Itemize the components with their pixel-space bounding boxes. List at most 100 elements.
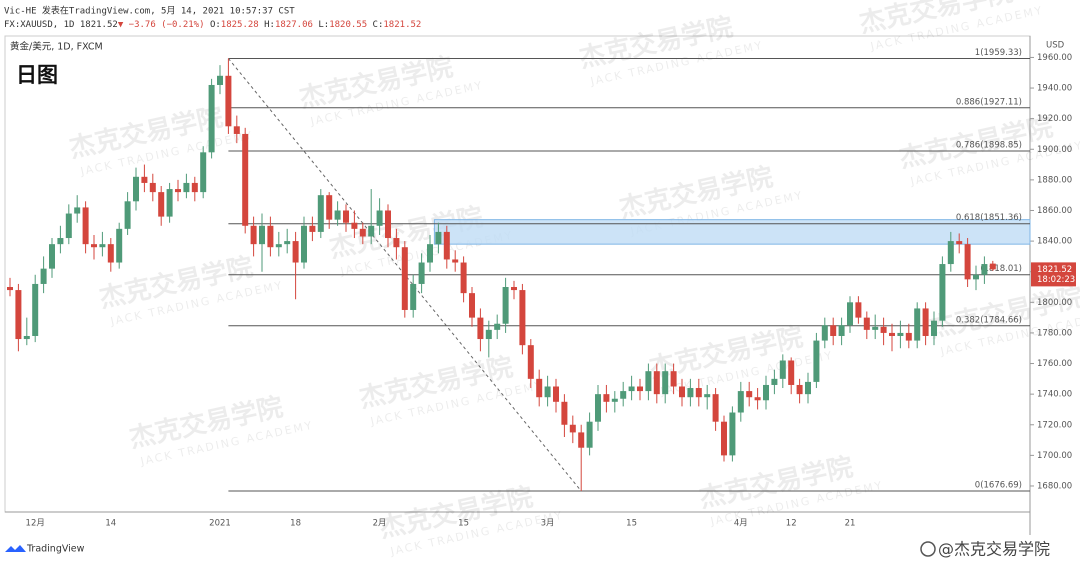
x-tick-label: 4月 [734,519,748,529]
fib-label: 0.786(1898.85) [956,141,1022,151]
candle-body [191,182,198,193]
y-tick-label: 1880.00 [1037,175,1072,185]
candle-body [57,238,64,245]
candle-body [418,262,425,284]
y-tick-label: 1860.00 [1037,206,1072,216]
candle-body [922,308,929,336]
candle-body [275,244,282,248]
candle-body [981,264,988,275]
candle-body [536,378,543,398]
candle-body [74,207,81,214]
candle-body [359,228,366,237]
candle-body [989,263,996,270]
candle-body [628,386,635,392]
byline: Vic-HE 发表在TradingView.com, 5月 14, 2021 1… [4,5,295,17]
candle-body [687,388,694,398]
ohlc-value: 1827.06 [275,20,313,30]
candle-body [477,317,484,340]
ohlc-label: L: [318,20,329,30]
fib-label: 0.886(1927.11) [956,97,1022,107]
chart-title: 日图 [16,63,58,87]
y-tick-label: 1680.00 [1037,481,1072,491]
candle-body [763,384,769,401]
candle-body [805,381,811,395]
change: −3.76 (−0.21%) [129,20,205,30]
legend-line: FX:XAUUSD, 1D 1821.52▼ −3.76 (−0.21%) O:… [4,20,421,30]
x-tick-label: 14 [105,519,116,529]
candle-body [956,241,963,245]
candle-body [317,195,324,232]
candle-body [905,332,912,341]
candle-body [40,268,47,284]
ohlc-label: O: [210,20,221,30]
candle-body [225,75,232,127]
fib-label: 0(1676.69) [975,481,1022,491]
x-tick-label: 15 [458,519,469,529]
x-tick-label: 15 [626,519,637,529]
candle-body [889,332,895,336]
candle-body [200,152,207,193]
candle-body [519,290,526,346]
candle-body [947,241,954,265]
candle-body [485,329,492,340]
fib-label: 0.618(1851.36) [956,213,1022,223]
candle-body [326,195,333,220]
candle-body [813,340,820,382]
ohlc-value: 1821.52 [383,20,421,30]
candle-body [695,388,702,398]
candle-body [729,412,736,456]
candle-body [183,182,190,193]
y-tick-label: 1900.00 [1037,145,1072,155]
candle-body [863,317,870,330]
ohlc-value: 1820.55 [329,20,367,30]
candle-body [746,391,753,398]
candle-body [82,207,89,245]
y-tick-label: 1740.00 [1037,390,1072,400]
ohlc-label: H: [264,20,275,30]
candle-body [410,283,417,310]
candle-body [847,302,853,326]
candle-body [91,244,97,248]
candle-body [637,386,643,392]
candle-body [788,360,795,385]
x-tick-label: 12月 [26,519,45,529]
candle-body [233,126,240,134]
candle-body [712,394,719,422]
candle-body [393,238,400,248]
candle-body [620,391,627,399]
candle-body [779,360,786,379]
candle-body [368,225,375,237]
candle-body [603,394,610,402]
candle-body [49,244,55,269]
candle-body [259,225,265,245]
credit-icon [920,541,936,557]
candle-body [796,384,803,395]
price-tag-countdown: 18:02:23 [1037,275,1075,285]
candle-body [721,421,727,456]
candle-body [242,133,249,226]
candle-body [107,244,114,263]
ohlc-label: C: [373,20,384,30]
candle-body [527,345,534,379]
candle-body [653,371,660,395]
candle-body [284,241,291,245]
candle-body [830,325,837,336]
credit: @杰克交易学院 [938,540,1050,559]
x-tick-label: 2月 [373,519,387,529]
down-arrow: ▼ [118,20,124,30]
candle-body [435,231,442,245]
y-tick-label: 1940.00 [1037,84,1072,94]
candle-body [116,228,123,263]
candle-body [855,302,862,318]
candle-body [754,397,761,401]
candle-body [267,225,274,248]
candle-body [460,262,467,294]
price-tag-value: 1821.52 [1037,265,1072,275]
candle-body [821,325,828,341]
candle-body [662,371,669,395]
brand-logo [5,545,26,552]
